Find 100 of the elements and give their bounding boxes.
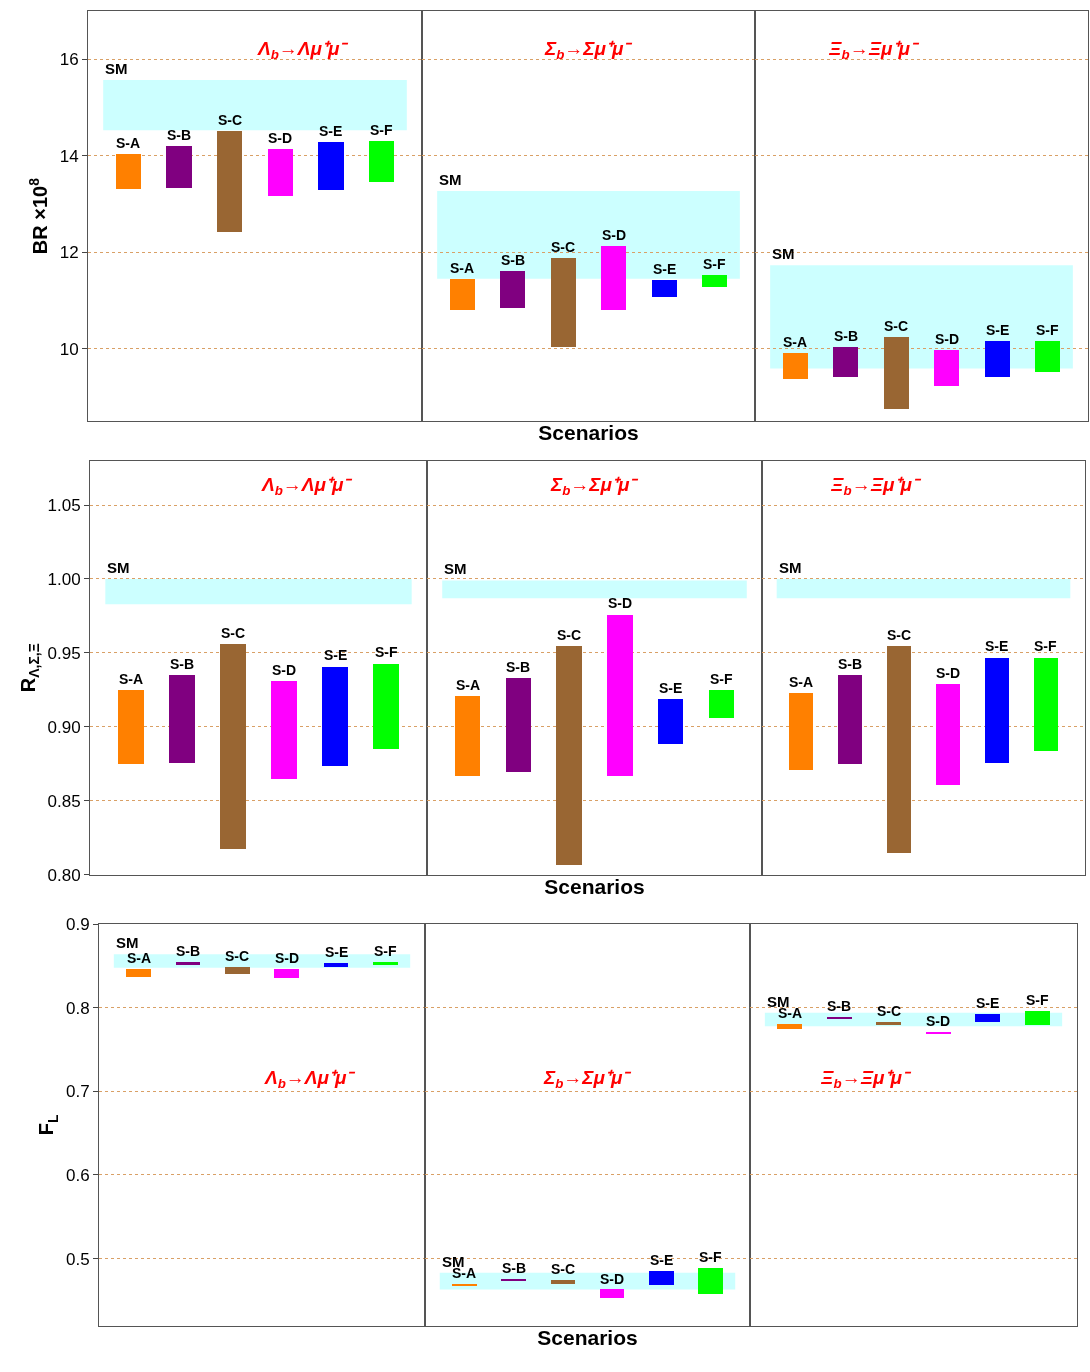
y-tick-label: 0.85 [47, 791, 81, 811]
bar [649, 1271, 674, 1286]
category-label: S-F [1034, 638, 1057, 654]
bar [118, 689, 144, 764]
bar [551, 1280, 575, 1285]
y-tick-label: 1.00 [47, 569, 81, 589]
bar [369, 140, 394, 182]
bar [838, 674, 862, 764]
category-label: S-D [272, 662, 297, 678]
x-axis-title: Scenarios [538, 421, 639, 445]
bar [777, 1024, 802, 1030]
category-label: S-F [1026, 992, 1049, 1008]
category-label: S-F [703, 256, 726, 272]
bar [1035, 340, 1060, 372]
bar [936, 683, 960, 785]
y-tick-label: 10 [59, 339, 79, 359]
category-label: S-D [275, 950, 300, 966]
band-label: SM [116, 934, 139, 951]
y-tick-label: 0.80 [47, 865, 81, 885]
category-label: S-B [838, 656, 863, 672]
category-label: S-F [699, 1249, 722, 1265]
category-label: S-D [600, 1271, 625, 1287]
bar [985, 657, 1009, 763]
category-label: S-D [926, 1013, 951, 1029]
category-label: S-C [557, 627, 582, 643]
bar [601, 245, 626, 310]
bar [373, 663, 399, 749]
y-tick-label: 0.7 [65, 1082, 90, 1102]
bar [217, 130, 242, 232]
category-label: S-D [936, 665, 961, 681]
band-label: SM [444, 560, 467, 577]
bar [698, 1268, 723, 1295]
bar [318, 141, 344, 190]
bar [709, 689, 734, 718]
bar [271, 680, 297, 779]
category-label: S-A [116, 135, 141, 151]
y-tick-label: 0.90 [47, 717, 81, 737]
category-label: S-B [827, 998, 852, 1014]
bar [985, 340, 1010, 377]
bar [322, 666, 348, 766]
y-tick-label: 1.05 [47, 495, 81, 515]
bar [551, 257, 576, 347]
x-axis-title: Scenarios [537, 1325, 638, 1349]
bar [501, 1279, 526, 1282]
category-label: S-F [710, 671, 733, 687]
band-label: SM [105, 60, 128, 77]
bar [268, 148, 293, 196]
category-label: S-B [502, 1260, 527, 1276]
bar [452, 1284, 477, 1287]
band-label: SM [772, 245, 795, 262]
category-label: S-E [985, 638, 1009, 654]
category-label: S-E [986, 322, 1010, 338]
y-tick-label: 0.95 [47, 643, 81, 663]
bar [652, 279, 677, 297]
bar [169, 674, 195, 763]
y-tick-label: 14 [59, 146, 79, 166]
bar [500, 270, 525, 308]
bar [934, 349, 959, 386]
category-label: S-A [456, 677, 481, 693]
category-label: S-C [225, 948, 250, 964]
text: Σ$_{b}$→Σμ⁺μ⁻ [544, 38, 634, 62]
category-label: S-A [119, 671, 144, 687]
category-label: S-A [789, 674, 814, 690]
category-label: S-B [501, 252, 526, 268]
bar [556, 645, 582, 865]
y-tick-label: 0.6 [65, 1165, 90, 1185]
category-label: S-A [127, 950, 152, 966]
bar [506, 677, 531, 772]
y-tick-label: 0.8 [65, 998, 90, 1018]
bar [607, 614, 633, 776]
band-label: SM [767, 993, 790, 1010]
bar [658, 698, 683, 744]
category-label: S-E [659, 680, 683, 696]
category-label: S-A [783, 334, 808, 350]
text: Λ$_{b}$→Λμ⁺μ⁻ [264, 1067, 357, 1091]
category-label: S-E [324, 647, 348, 663]
bar [450, 278, 475, 310]
category-label: S-E [319, 123, 343, 139]
category-label: S-B [167, 127, 192, 143]
y-tick-label: 0.5 [65, 1249, 90, 1269]
category-label: S-A [450, 260, 475, 276]
text: Λ$_{b}$→Λμ⁺μ⁻ [261, 474, 354, 498]
bar [833, 346, 858, 377]
bar [827, 1017, 852, 1020]
category-label: S-F [1036, 322, 1059, 338]
bar [789, 692, 813, 770]
category-label: S-D [602, 227, 627, 243]
bar [1034, 657, 1058, 751]
text: Ξ$_{b}$→Ξμ⁺μ⁻ [830, 474, 923, 498]
band-label: SM [779, 559, 802, 576]
category-label: S-C [221, 625, 246, 641]
category-label: S-F [370, 122, 393, 138]
category-label: S-C [551, 1261, 576, 1277]
category-label: S-B [834, 328, 859, 344]
category-label: S-D [608, 595, 633, 611]
text: Ξ$_{b}$→Ξμ⁺μ⁻ [828, 38, 921, 62]
bar [876, 1022, 901, 1026]
category-label: S-C [884, 318, 909, 334]
category-label: S-C [218, 112, 243, 128]
y-tick-label: 12 [59, 243, 79, 263]
